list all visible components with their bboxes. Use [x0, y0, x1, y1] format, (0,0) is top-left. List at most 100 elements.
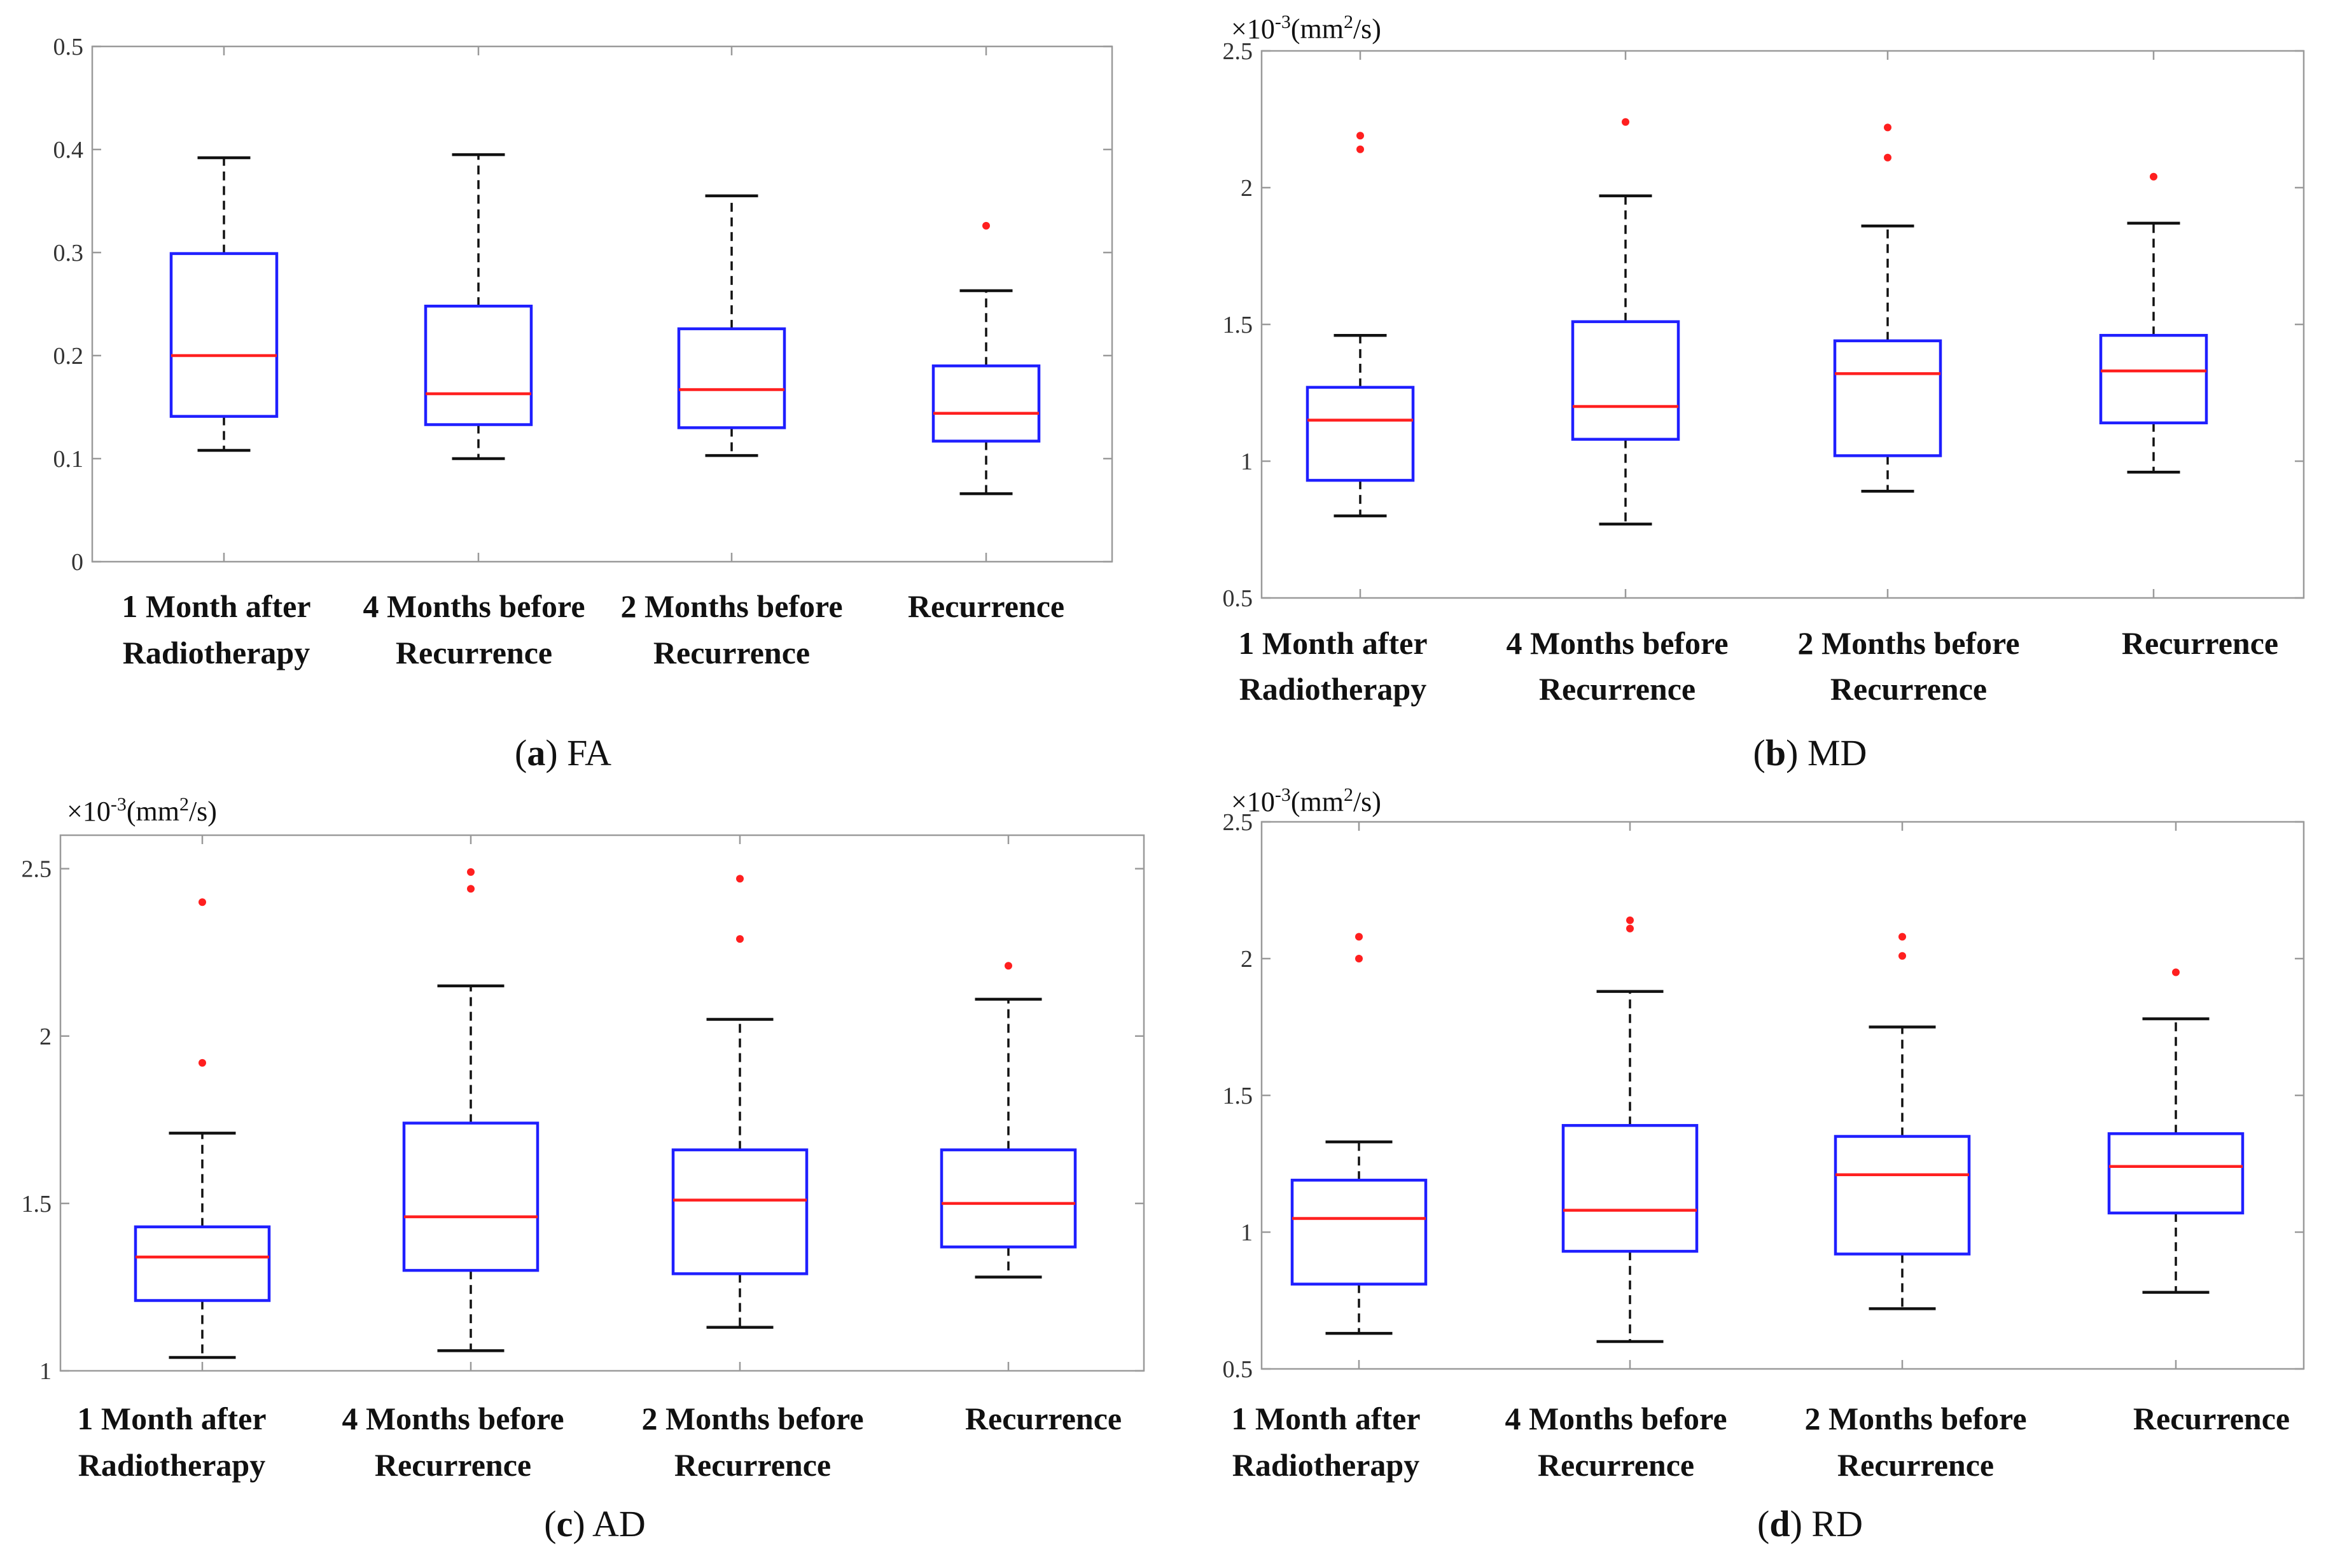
caption-letter: d: [1769, 1503, 1790, 1544]
unit-scale-prefix: ×10: [1231, 13, 1275, 45]
unit-scale-prefix: ×10: [67, 796, 111, 827]
outlier-point: [736, 875, 744, 883]
category-label-line1: 1 Month after: [122, 588, 310, 624]
iqr-box: [2107, 1132, 2245, 1215]
category-label-line1: 4 Months before: [342, 1401, 564, 1436]
iqr-box: [1290, 1179, 1428, 1286]
panel-c: 1 1.5 2 2.5 1 Month after Radiotherapy 4 Month…: [22, 794, 1145, 1544]
y-tick-label: 2: [39, 1023, 52, 1050]
iqr-box: [1306, 385, 1415, 482]
outlier-point: [467, 868, 475, 876]
caption-name: MD: [1807, 732, 1867, 774]
category-label-line2: Radiotherapy: [123, 635, 310, 670]
plot-frame: [91, 45, 1113, 563]
box-1: [134, 898, 271, 1359]
unit-suffix: /s): [1353, 786, 1381, 817]
outlier-point: [198, 1058, 206, 1067]
y-tick-label: 0.4: [53, 137, 84, 163]
y-tick-label: 1: [39, 1358, 52, 1385]
category-label-line2: Recurrence: [1837, 1447, 1994, 1483]
category-label-line2: Recurrence: [375, 1447, 531, 1483]
box-4: [940, 962, 1077, 1279]
category-label-line1: 4 Months before: [1506, 625, 1728, 661]
category-label-line2: Radiotherapy: [78, 1447, 265, 1483]
box-3: [677, 194, 786, 457]
outlier-point: [1622, 118, 1629, 126]
y-tick-label: 2.5: [1223, 809, 1253, 836]
category-label-line1: Recurrence: [908, 588, 1064, 624]
category-label-line2: Recurrence: [1538, 1447, 1694, 1483]
box-4: [931, 221, 1041, 496]
category-label-line2: Recurrence: [674, 1447, 831, 1483]
iqr-box: [1561, 1124, 1699, 1253]
unit-label: ×10-3(mm2/s): [67, 794, 217, 827]
unit-exponent: 2: [1344, 784, 1353, 805]
y-tick-label: 1: [1241, 448, 1253, 475]
box-1: [169, 156, 279, 452]
box-2: [1561, 916, 1699, 1343]
category-label-line1: Recurrence: [2122, 625, 2278, 661]
y-tick-label: 1.5: [1223, 312, 1253, 338]
category-label-line1: 1 Month after: [1238, 625, 1427, 661]
outlier-point: [1884, 153, 1891, 162]
y-tick-label: 2: [1241, 946, 1253, 973]
category-label-line1: Recurrence: [965, 1401, 1122, 1436]
category-label-line1: 4 Months before: [1505, 1401, 1727, 1436]
y-tick-label: 0.5: [53, 34, 84, 60]
unit-prefix: (mm: [127, 796, 179, 827]
box-2: [402, 868, 540, 1352]
outlier-point: [1898, 933, 1906, 941]
caption-letter: a: [527, 732, 545, 774]
outlier-point: [1356, 132, 1364, 140]
iqr-box: [1834, 1135, 1971, 1256]
unit-scale-exponent: -3: [111, 794, 127, 815]
category-label-line2: Recurrence: [653, 635, 810, 670]
outlier-point: [198, 898, 206, 906]
outlier-point: [2172, 968, 2180, 976]
category-label-line1: 2 Months before: [641, 1401, 863, 1436]
caption-name: RD: [1811, 1503, 1863, 1544]
box-4: [2107, 968, 2245, 1294]
unit-scale-exponent: -3: [1275, 11, 1291, 32]
box-2: [1571, 118, 1680, 526]
plot-frame: [1260, 50, 2305, 599]
category-label-line2: Recurrence: [1539, 671, 1696, 707]
category-label-line2: Radiotherapy: [1239, 671, 1426, 707]
category-label-line1: 2 Months before: [620, 588, 842, 624]
plot-frame: [59, 834, 1145, 1372]
iqr-box: [931, 364, 1041, 443]
iqr-box: [402, 1121, 540, 1272]
category-label-line1: 1 Month after: [77, 1401, 266, 1436]
caption-paren-close: ): [1790, 1503, 1812, 1544]
category-label-line1: 2 Months before: [1797, 625, 2019, 661]
panel-b: 0.5 1 1.5 2 2.5 1 Month after Radiotherapy 4 Mo…: [1223, 11, 2305, 774]
unit-label: ×10-3(mm2/s): [1231, 11, 1381, 45]
iqr-box: [677, 327, 786, 429]
panel-d: 0.5 1 1.5 2 2.5 1 Month after Radiotherapy 4 Mo…: [1223, 784, 2305, 1544]
category-label-line2: Recurrence: [1830, 671, 1987, 707]
category-label-line2: Radiotherapy: [1232, 1447, 1419, 1483]
outlier-point: [1355, 955, 1363, 962]
unit-suffix: /s): [189, 796, 217, 827]
unit-prefix: (mm: [1291, 13, 1344, 45]
y-tick-label: 1.5: [1223, 1083, 1253, 1109]
box-1: [1290, 933, 1428, 1335]
caption-paren-open: (: [515, 732, 527, 774]
panel-a: 0 0.1 0.2 0.3 0.4 0.5 1 Month after Radiotherap…: [53, 34, 1113, 774]
iqr-box: [424, 304, 533, 426]
panel-caption: (c) AD: [544, 1503, 645, 1544]
y-tick-label: 0: [71, 549, 83, 576]
caption-letter: b: [1765, 732, 1786, 774]
y-tick-label: 0.3: [53, 240, 84, 267]
iqr-box: [169, 252, 279, 418]
plot-frame: [1260, 821, 2305, 1370]
y-tick-label: 2.5: [1223, 38, 1253, 65]
unit-exponent: 2: [179, 794, 189, 815]
y-tick-label: 2.5: [22, 856, 52, 883]
iqr-box: [1833, 339, 1942, 457]
unit-prefix: (mm: [1291, 786, 1344, 817]
caption-name: AD: [592, 1503, 646, 1544]
box-1: [1306, 132, 1415, 518]
box-3: [1833, 123, 1942, 493]
